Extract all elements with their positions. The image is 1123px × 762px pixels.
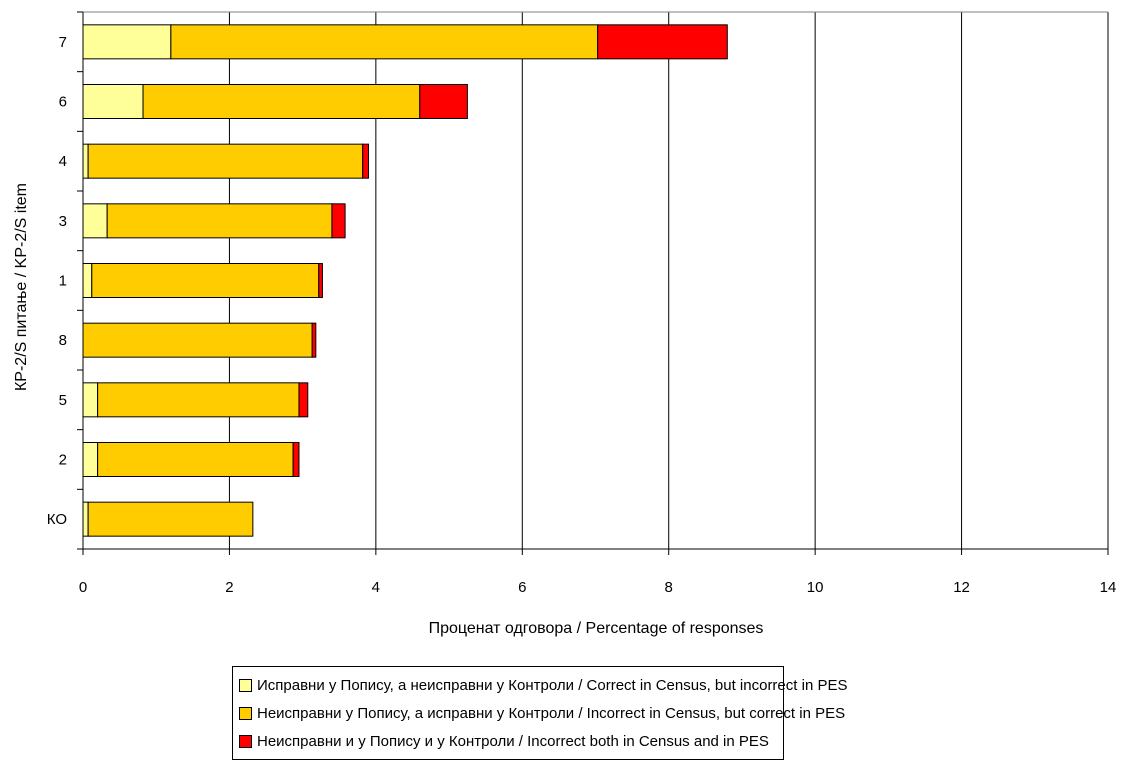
bar-segment bbox=[311, 322, 317, 358]
legend-swatch bbox=[239, 706, 252, 720]
bar-segment bbox=[82, 203, 108, 239]
y-tick-label: 6 bbox=[59, 94, 67, 111]
y-tick-label: 2 bbox=[59, 452, 67, 469]
legend-item-incorrect-both: Неисправни и у Попису и у Контроли / Inc… bbox=[239, 727, 783, 755]
y-tick-label: КО bbox=[47, 511, 67, 528]
x-tick-label: 14 bbox=[1100, 579, 1117, 596]
bar-segment bbox=[419, 84, 468, 119]
x-tick-label: 0 bbox=[79, 579, 87, 596]
x-tick-label: 12 bbox=[953, 579, 970, 596]
bar-segment bbox=[91, 263, 320, 298]
bar-segment bbox=[87, 143, 364, 179]
bar-segment bbox=[170, 24, 599, 60]
bar-segment bbox=[292, 442, 300, 477]
x-axis-label: Проценат одговора / Percentage of respon… bbox=[429, 620, 764, 637]
y-tick-label: 7 bbox=[59, 34, 67, 51]
bar-segment bbox=[298, 382, 309, 418]
legend-item-incorrect-census: Неисправни у Попису, а исправни у Контро… bbox=[239, 699, 845, 727]
bar-segment bbox=[87, 501, 254, 537]
bar-segment bbox=[97, 382, 300, 418]
bar-segment bbox=[331, 203, 346, 239]
bar-segment bbox=[82, 382, 99, 418]
y-tick-label: 3 bbox=[59, 213, 67, 230]
bar-segment bbox=[82, 84, 144, 119]
bar-segment bbox=[82, 501, 89, 537]
axes bbox=[77, 11, 1109, 555]
y-tick-label: 1 bbox=[59, 273, 67, 290]
legend: Исправни у Попису, а неисправни у Контро… bbox=[232, 666, 847, 760]
x-tick-label: 2 bbox=[225, 579, 233, 596]
legend-label: Исправни у Попису, а неисправни у Контро… bbox=[257, 676, 848, 694]
stacked-bar-chart: 7 6 4 3 1 8 5 2 КО 0 2 4 6 8 10 12 14 Проценат одговора… bbox=[13, 11, 1117, 637]
bar-segment bbox=[82, 263, 93, 298]
bar-segment bbox=[82, 143, 89, 179]
x-tick-labels: 0 2 4 6 8 10 12 14 bbox=[79, 579, 1117, 596]
bar-segment bbox=[97, 442, 294, 477]
bar-segment bbox=[597, 24, 728, 60]
y-tick-label: 8 bbox=[59, 332, 67, 349]
bar-segment bbox=[106, 203, 333, 239]
x-tick-label: 10 bbox=[807, 579, 824, 596]
y-tick-label: 5 bbox=[59, 392, 67, 409]
bar-segment bbox=[82, 24, 172, 60]
x-tick-label: 4 bbox=[372, 579, 380, 596]
bar-segment bbox=[362, 143, 370, 179]
x-tick-label: 6 bbox=[518, 579, 526, 596]
bar-segment bbox=[318, 263, 323, 298]
legend-label: Неисправни у Попису, а исправни у Контро… bbox=[257, 704, 846, 722]
bar-segment bbox=[142, 84, 421, 119]
legend-label: Неисправни и у Попису и у Контроли / Inc… bbox=[257, 732, 769, 750]
x-tick-label: 8 bbox=[665, 579, 673, 596]
y-tick-labels: 7 6 4 3 1 8 5 2 КО bbox=[47, 34, 67, 528]
legend-item-correct-census: Исправни у Попису, а неисправни у Контро… bbox=[239, 671, 847, 699]
bars bbox=[82, 24, 728, 537]
bar-segment bbox=[82, 322, 313, 358]
y-tick-label: 4 bbox=[59, 153, 67, 170]
legend-swatch bbox=[239, 678, 252, 692]
y-axis-label: КР-2/S питање / KP-2/S item bbox=[13, 183, 30, 391]
legend-swatch bbox=[239, 734, 252, 748]
bar-segment bbox=[82, 442, 99, 477]
